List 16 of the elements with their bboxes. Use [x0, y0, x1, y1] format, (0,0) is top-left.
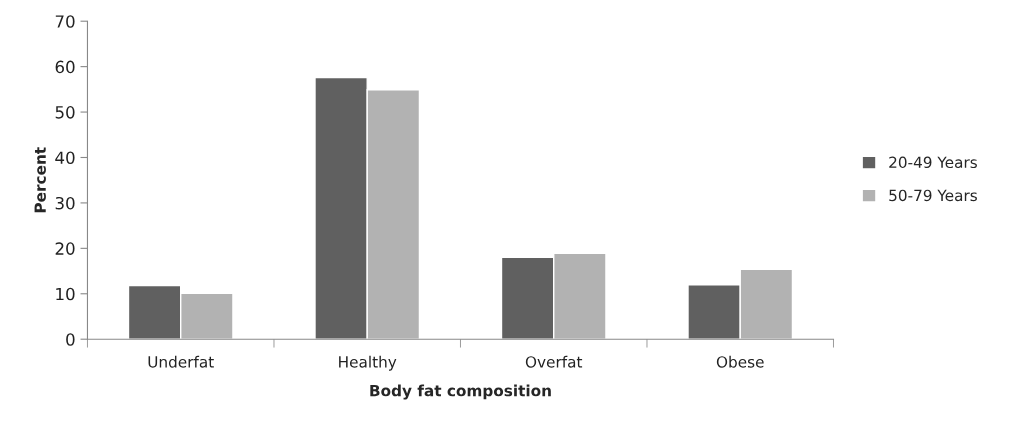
y-axis-title: Percent — [34, 147, 46, 213]
x-tick-label: Underfat — [148, 355, 214, 368]
legend-label: 20-49 Years — [889, 156, 977, 169]
y-tick-label: 0 — [66, 333, 75, 346]
y-tick-label: 40 — [55, 151, 75, 165]
x-axis-title: Body fat composition — [370, 384, 551, 400]
x-tick-label: Healthy — [339, 355, 397, 371]
y-tick-label: 70 — [55, 15, 75, 28]
y-tick-label: 30 — [55, 196, 75, 210]
y-tick-label: 50 — [55, 106, 75, 119]
y-tick-label: 20 — [55, 242, 75, 255]
y-tick-label: 60 — [55, 60, 75, 74]
x-tick-label: Obese — [716, 355, 764, 368]
y-tick-label: 10 — [56, 287, 75, 301]
legend-label: 50-79 Years — [889, 189, 977, 202]
x-tick-label: Overfat — [525, 355, 583, 368]
